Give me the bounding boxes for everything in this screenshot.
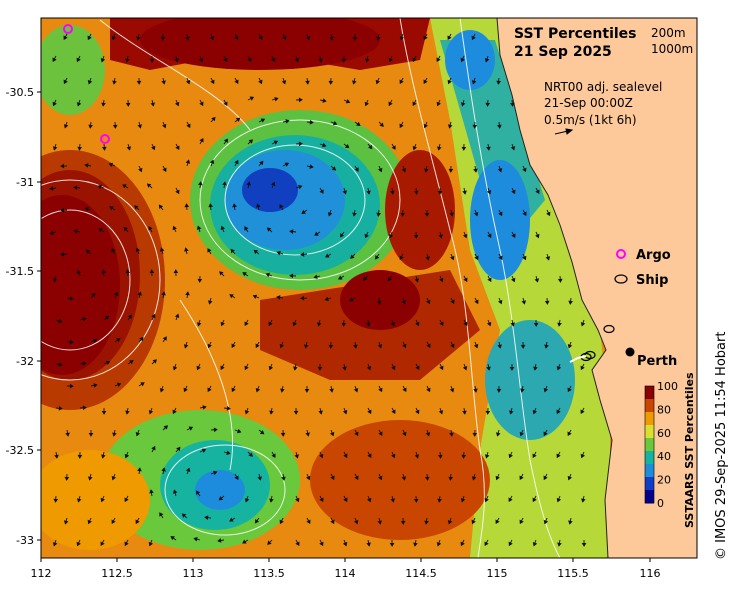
contour-legend-200m: 200m bbox=[651, 26, 686, 40]
x-tick-label: 113 bbox=[183, 567, 204, 580]
colorbar-tick-label: 100 bbox=[657, 380, 678, 393]
y-axis: -30.5 -31 -31.5 -32 -32.5 -33 bbox=[6, 86, 41, 547]
colorbar-tick-label: 0 bbox=[657, 497, 664, 510]
colorbar-segment bbox=[645, 412, 654, 426]
colorbar-segment bbox=[645, 386, 654, 400]
colorbar-segment bbox=[645, 399, 654, 413]
y-tick-label: -32 bbox=[16, 355, 34, 368]
current-source: NRT00 adj. sealevel bbox=[544, 80, 662, 94]
argo-legend-label: Argo bbox=[636, 248, 671, 263]
perth-marker bbox=[626, 348, 635, 357]
colorbar-segment bbox=[645, 425, 654, 439]
y-tick-label: -33 bbox=[16, 534, 34, 547]
y-tick-label: -32.5 bbox=[6, 444, 34, 457]
x-tick-label: 114 bbox=[335, 567, 356, 580]
x-tick-label: 116 bbox=[640, 567, 661, 580]
colorbar-tick-label: 20 bbox=[657, 474, 671, 487]
colorbar-tick-label: 40 bbox=[657, 450, 671, 463]
colorbar-segment bbox=[645, 438, 654, 452]
colorbar-tick-label: 80 bbox=[657, 403, 671, 416]
x-tick-label: 113.5 bbox=[253, 567, 285, 580]
contour-legend-1000m: 1000m bbox=[651, 42, 693, 56]
colorbar-tick-label: 60 bbox=[657, 427, 671, 440]
y-tick-label: -31.5 bbox=[6, 265, 34, 278]
colorbar-label: SSTAARS SST Percentiles bbox=[683, 372, 696, 528]
colorbar-segment bbox=[645, 464, 654, 478]
y-tick-label: -31 bbox=[16, 176, 34, 189]
x-tick-label: 114.5 bbox=[405, 567, 437, 580]
current-scale: 0.5m/s (1kt 6h) bbox=[544, 113, 637, 127]
x-tick-label: 115 bbox=[487, 567, 508, 580]
colorbar-segment bbox=[645, 490, 654, 504]
ship-legend-label: Ship bbox=[636, 273, 668, 288]
map-title: SST Percentiles bbox=[514, 26, 637, 42]
x-tick-label: 115.5 bbox=[557, 567, 589, 580]
colorbar-segment bbox=[645, 477, 654, 491]
colorbar bbox=[645, 386, 654, 504]
x-tick-label: 112 bbox=[31, 567, 52, 580]
x-axis: 112 112.5 113 113.5 114 114.5 115 115.5 116 bbox=[31, 558, 661, 580]
colorbar-segment bbox=[645, 451, 654, 465]
perth-label: Perth bbox=[637, 354, 677, 369]
map-date: 21 Sep 2025 bbox=[514, 44, 612, 60]
credit-text: © IMOS 29-Sep-2025 11:54 Hobart bbox=[714, 332, 729, 560]
x-tick-label: 112.5 bbox=[101, 567, 133, 580]
current-time: 21-Sep 00:00Z bbox=[544, 96, 633, 110]
y-tick-label: -30.5 bbox=[6, 86, 34, 99]
